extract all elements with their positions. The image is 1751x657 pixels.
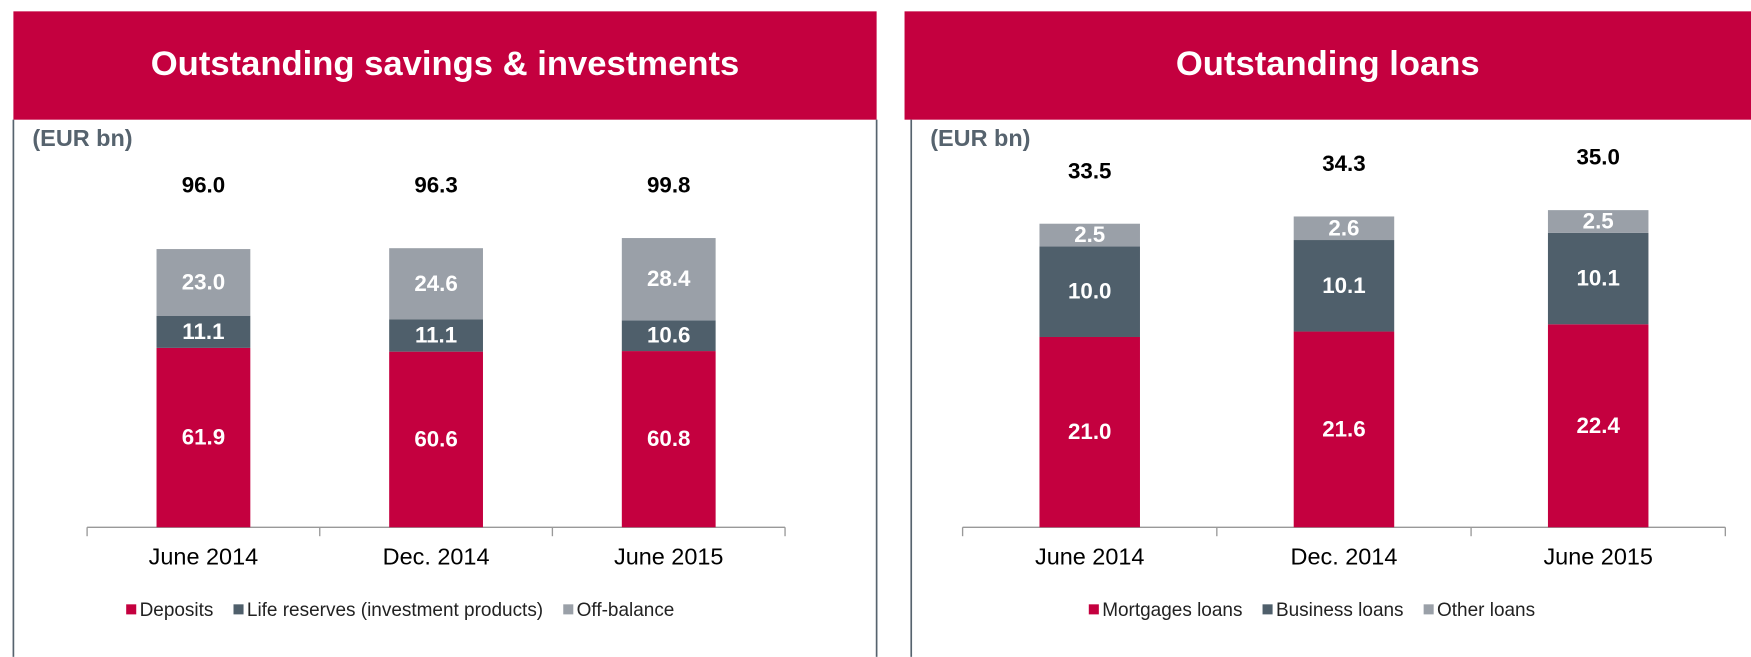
total-label: 99.8 <box>647 173 690 198</box>
unit-label: (EUR bn) <box>930 125 1030 151</box>
data-label: 23.0 <box>182 269 225 294</box>
legend-swatch <box>126 604 137 615</box>
bar-segment <box>621 320 716 352</box>
data-label: 22.4 <box>1576 413 1620 438</box>
legend-label: Deposits <box>140 600 214 621</box>
data-label: 28.4 <box>647 266 691 291</box>
bar-segment <box>1293 216 1395 241</box>
legend-label: Off-balance <box>577 600 675 621</box>
x-tick-label: June 2014 <box>1035 544 1144 570</box>
x-tick-label: Dec. 2014 <box>383 544 490 570</box>
total-label: 35.0 <box>1576 145 1619 170</box>
chart-title: Outstanding savings & investments <box>151 45 739 83</box>
data-label: 2.6 <box>1328 215 1359 240</box>
bar-segment <box>1293 331 1395 528</box>
bar-segment <box>156 347 251 528</box>
legend-label: Other loans <box>1437 600 1535 621</box>
bar-segment <box>621 351 716 528</box>
bar-segment <box>1547 324 1649 528</box>
data-label: 11.1 <box>182 319 224 344</box>
data-label: 2.5 <box>1074 222 1105 247</box>
total-label: 96.0 <box>182 173 225 198</box>
bar-segment <box>1039 246 1140 337</box>
header <box>904 11 1751 120</box>
legend-label: Business loans <box>1276 600 1404 621</box>
data-label: 10.6 <box>647 323 690 348</box>
x-tick-label: June 2014 <box>149 544 258 570</box>
bar-segment <box>1293 240 1395 332</box>
total-label: 96.3 <box>414 173 457 198</box>
bar-segment <box>156 315 251 348</box>
legend-label: Life reserves (investment products) <box>247 600 543 621</box>
data-label: 2.5 <box>1583 208 1614 233</box>
bar-segment <box>389 351 483 528</box>
bar-segment <box>389 248 483 320</box>
x-tick-label: Dec. 2014 <box>1291 544 1398 570</box>
total-label: 34.3 <box>1322 151 1365 176</box>
legend-label: Mortgages loans <box>1102 600 1242 621</box>
data-label: 60.6 <box>414 426 457 451</box>
bar-segment <box>1547 232 1649 325</box>
data-label: 60.8 <box>647 426 690 451</box>
legend-swatch <box>1423 604 1434 615</box>
x-tick-label: June 2015 <box>1543 544 1652 570</box>
chart-title: Outstanding loans <box>1176 45 1480 83</box>
data-label: 24.6 <box>414 271 457 296</box>
x-tick-label: June 2015 <box>614 544 723 570</box>
bar-segment <box>389 319 483 352</box>
bar-segment <box>1547 210 1649 233</box>
bar-segment <box>1039 336 1140 528</box>
data-label: 10.1 <box>1322 273 1365 298</box>
data-label: 61.9 <box>182 425 225 450</box>
bar-segment <box>1039 223 1140 247</box>
data-label: 10.0 <box>1068 279 1111 304</box>
bar-segment <box>621 238 716 321</box>
legend-swatch <box>1262 604 1273 615</box>
data-label: 10.1 <box>1576 266 1619 291</box>
bar-segment <box>156 249 251 316</box>
legend-swatch <box>563 604 574 615</box>
total-label: 33.5 <box>1068 158 1111 183</box>
data-label: 21.0 <box>1068 419 1111 444</box>
header <box>13 11 877 120</box>
legend-swatch <box>1088 604 1099 615</box>
legend-swatch <box>233 604 244 615</box>
unit-label: (EUR bn) <box>32 125 132 151</box>
data-label: 21.6 <box>1322 416 1365 441</box>
data-label: 11.1 <box>415 323 457 348</box>
